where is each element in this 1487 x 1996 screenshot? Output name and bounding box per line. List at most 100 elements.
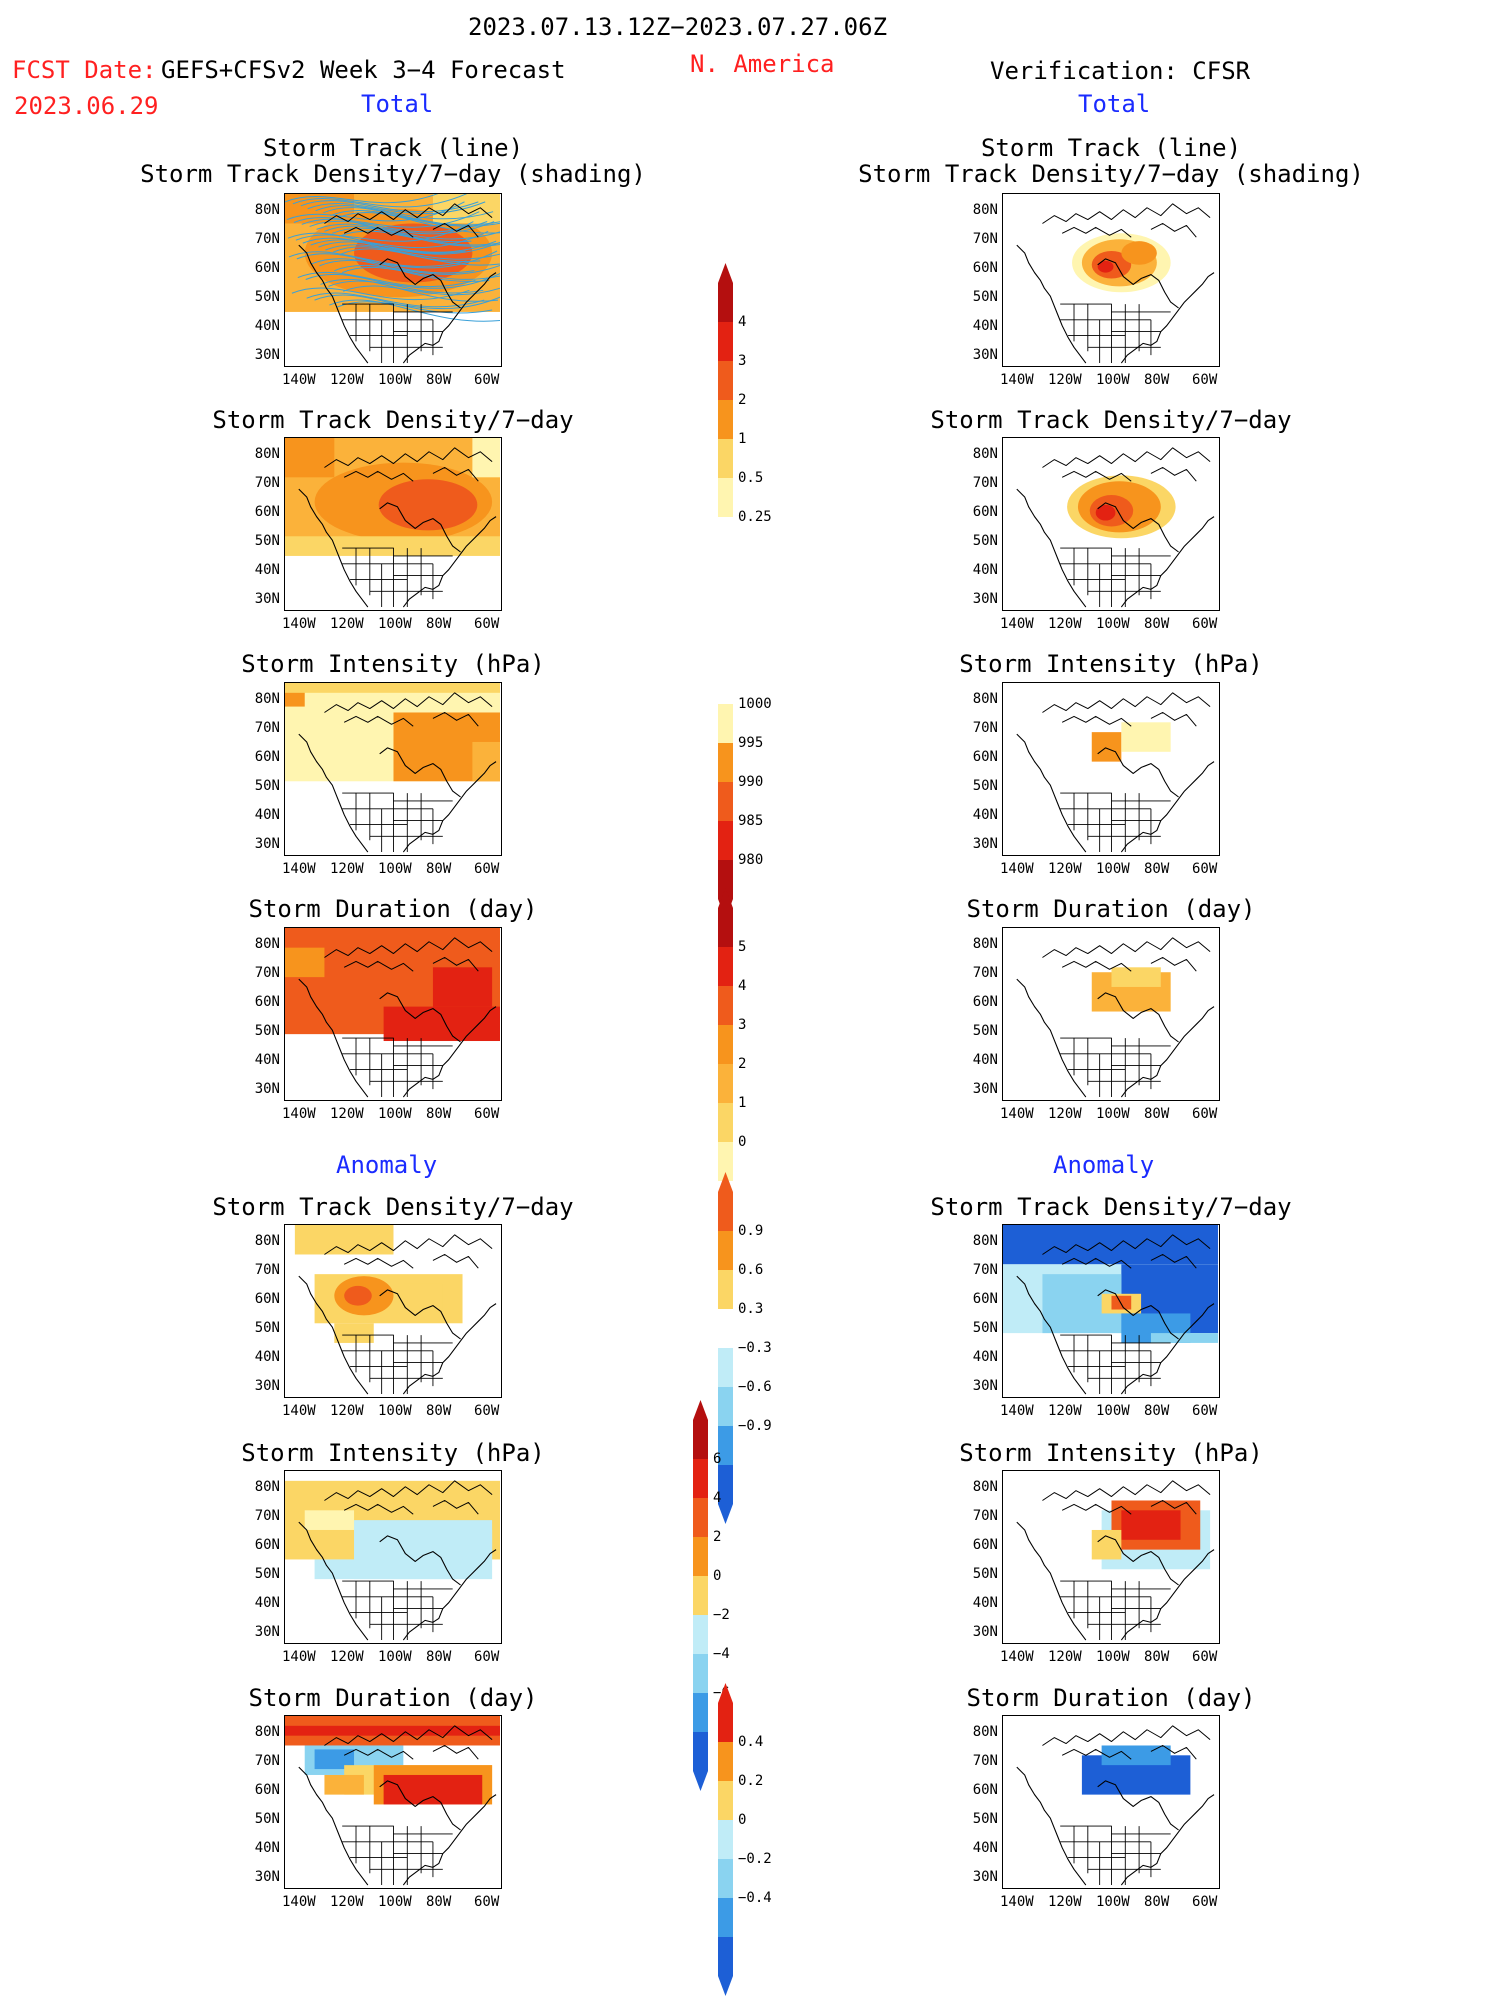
lon-tick-label: 120W [330, 372, 364, 388]
lat-tick-label: 70N [972, 965, 998, 981]
lon-tick-label: 100W [1096, 1106, 1130, 1122]
arctic-islands-outline [1042, 203, 1211, 238]
colorbar-cap-top [693, 1400, 708, 1420]
colorbar-segment [718, 478, 733, 517]
map-canvas [1016, 1725, 1215, 1886]
lon-tick-label: 140W [282, 1649, 316, 1665]
lat-tick-label: 50N [254, 289, 280, 305]
shading-blob [1095, 504, 1116, 521]
colorbar-tick-label: 3 [738, 1017, 747, 1033]
colorbar-segment [718, 1781, 733, 1820]
colorbar-tick-label: −4 [713, 1646, 730, 1662]
lat-tick-label: 60N [972, 1291, 998, 1307]
lon-tick-label: 60W [474, 1403, 500, 1419]
lat-tick-label: 50N [254, 1023, 280, 1039]
hudson-bay-outline [379, 258, 461, 309]
lon-tick-label: 80W [1144, 1894, 1170, 1910]
lat-tick-label: 30N [972, 1869, 998, 1885]
map-canvas [1016, 692, 1215, 853]
arctic-islands-outline [1042, 1234, 1211, 1269]
colorbar-segment [718, 1426, 733, 1465]
section-total-left: Total [361, 90, 434, 118]
colorbar-segment [718, 1937, 733, 1976]
state-borders [342, 547, 453, 608]
panel-title-intensity-anom-right: Storm Intensity (hPa) [959, 1439, 1263, 1467]
map-duration-anom-left [284, 1715, 502, 1889]
panel-title-duration-left: Storm Duration (day) [248, 895, 538, 923]
panel-title-intensity-right: Storm Intensity (hPa) [959, 650, 1263, 678]
lon-tick-label: 120W [1048, 1106, 1082, 1122]
lat-tick-label: 40N [972, 1052, 998, 1068]
colorbar-segment [718, 743, 733, 782]
lon-tick-label: 100W [378, 1403, 412, 1419]
state-borders [1060, 303, 1171, 364]
colorbar-tick-label: 990 [738, 774, 764, 790]
lat-tick-label: 70N [254, 1262, 280, 1278]
shading-cell [324, 1774, 364, 1795]
section-anomaly-right: Anomaly [1053, 1151, 1155, 1179]
shading-cell [285, 1725, 500, 1736]
shading-cell [294, 1225, 394, 1255]
colorbar-segment [718, 821, 733, 860]
panel-title-duration-right: Storm Duration (day) [966, 895, 1256, 923]
colorbar-segment [693, 1420, 708, 1459]
lat-tick-label: 80N [254, 936, 280, 952]
colorbar-svg [718, 888, 733, 1181]
lon-tick-label: 80W [1144, 1649, 1170, 1665]
lat-tick-label: 70N [254, 720, 280, 736]
lon-tick-label: 140W [282, 1894, 316, 1910]
lat-tick-label: 40N [972, 562, 998, 578]
lat-tick-label: 80N [254, 691, 280, 707]
colorbar-segment [718, 782, 733, 821]
shading-cell [383, 1774, 483, 1805]
lat-tick-label: 60N [254, 1537, 280, 1553]
shading-cell [432, 1529, 493, 1560]
panel-title-density-right: Storm Track Density/7−day [930, 406, 1292, 434]
track-line [316, 221, 495, 235]
shading-cell [314, 1559, 463, 1580]
state-borders [342, 1825, 453, 1886]
lat-tick-label: 50N [972, 778, 998, 794]
lat-tick-label: 30N [972, 1081, 998, 1097]
lon-tick-label: 120W [330, 1894, 364, 1910]
state-borders [342, 1334, 453, 1395]
arctic-islands-outline [1042, 447, 1211, 482]
lat-tick-label: 40N [972, 1840, 998, 1856]
colorbar-segment [693, 1732, 708, 1771]
lat-tick-label: 50N [972, 1811, 998, 1827]
colorbar-segment [718, 1231, 733, 1270]
map-density-anom-left [284, 1224, 502, 1398]
colorbar-segment [718, 1142, 733, 1181]
lat-tick-label: 70N [254, 1508, 280, 1524]
colorbar-tick-label: 0.6 [738, 1262, 764, 1278]
map-canvas [285, 194, 500, 364]
colorbar-tick-label: −0.2 [738, 1851, 772, 1867]
hudson-bay-outline [379, 1535, 461, 1586]
lat-tick-label: 60N [254, 504, 280, 520]
track-line [300, 200, 479, 213]
colorbar-tick-label: 1000 [738, 696, 772, 712]
shading-blob [1097, 260, 1114, 273]
lat-tick-label: 80N [972, 691, 998, 707]
hudson-bay-outline [1097, 1289, 1179, 1340]
track-line [310, 230, 489, 249]
colorbar-segment [718, 665, 733, 704]
colorbar-tick-label: 4 [738, 314, 747, 330]
lon-tick-label: 80W [1144, 1106, 1170, 1122]
colorbar-segment [718, 908, 733, 947]
colorbar-tick-label: 0.3 [738, 1301, 764, 1317]
lat-tick-label: 40N [254, 1595, 280, 1611]
lat-tick-label: 30N [254, 347, 280, 363]
lat-tick-label: 80N [972, 1479, 998, 1495]
colorbar-cap-top [718, 1683, 733, 1703]
colorbar-segment [718, 704, 733, 743]
state-borders [342, 792, 453, 853]
state-borders [1060, 547, 1171, 608]
track-line [318, 240, 497, 253]
lon-tick-label: 80W [1144, 861, 1170, 877]
shading-cell [1121, 1510, 1181, 1540]
shading-cell [1101, 1745, 1171, 1766]
lat-tick-label: 70N [254, 1753, 280, 1769]
lon-tick-label: 60W [1192, 616, 1218, 632]
colorbar-segment [718, 1192, 733, 1231]
